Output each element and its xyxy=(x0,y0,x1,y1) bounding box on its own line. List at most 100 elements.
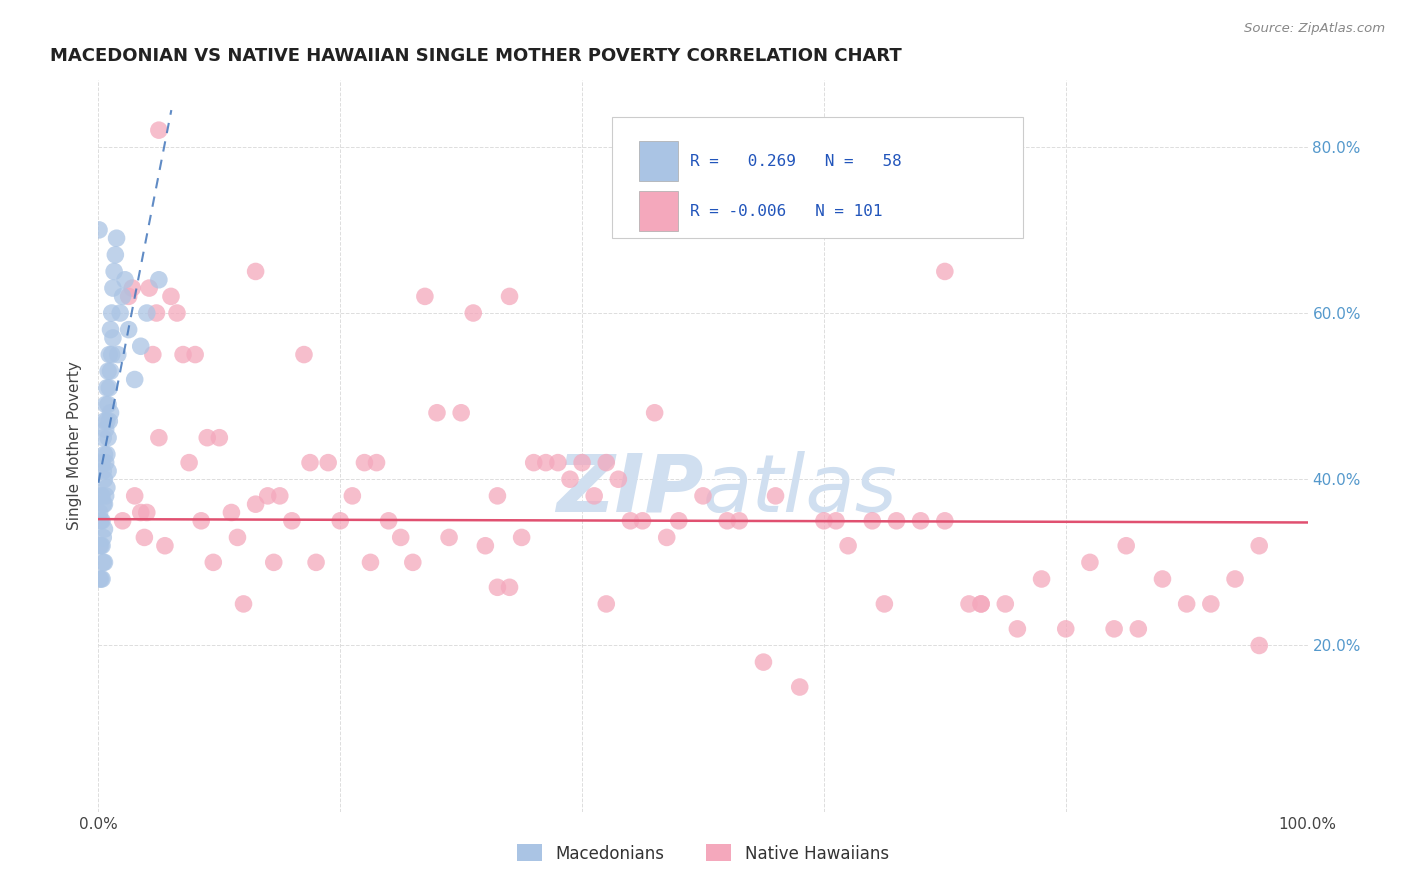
Native Hawaiians xyxy=(970,597,993,611)
Native Hawaiians xyxy=(329,514,352,528)
Native Hawaiians xyxy=(486,489,509,503)
Text: atlas: atlas xyxy=(703,450,898,529)
Native Hawaiians xyxy=(172,347,194,362)
Native Hawaiians xyxy=(142,347,165,362)
Native Hawaiians xyxy=(111,514,134,528)
Native Hawaiians xyxy=(534,456,557,470)
Native Hawaiians xyxy=(342,489,364,503)
Native Hawaiians xyxy=(366,456,388,470)
Native Hawaiians xyxy=(510,530,533,544)
Macedonians xyxy=(96,381,118,395)
Y-axis label: Single Mother Poverty: Single Mother Poverty xyxy=(67,361,83,531)
Macedonians xyxy=(129,339,152,353)
Macedonians xyxy=(94,456,117,470)
Native Hawaiians xyxy=(148,431,170,445)
Native Hawaiians xyxy=(752,655,775,669)
Macedonians xyxy=(97,397,120,411)
Native Hawaiians xyxy=(121,281,143,295)
Native Hawaiians xyxy=(360,555,382,569)
Macedonians xyxy=(94,422,117,436)
Native Hawaiians xyxy=(1031,572,1053,586)
Native Hawaiians xyxy=(263,555,285,569)
Macedonians xyxy=(100,364,122,378)
Native Hawaiians xyxy=(1175,597,1198,611)
Macedonians xyxy=(93,472,115,486)
Macedonians xyxy=(100,406,122,420)
Macedonians xyxy=(91,555,114,569)
Macedonians xyxy=(114,273,136,287)
Native Hawaiians xyxy=(486,580,509,594)
Macedonians xyxy=(135,306,157,320)
Native Hawaiians xyxy=(825,514,848,528)
Native Hawaiians xyxy=(184,347,207,362)
Native Hawaiians xyxy=(299,456,322,470)
Text: Source: ZipAtlas.com: Source: ZipAtlas.com xyxy=(1244,22,1385,36)
Macedonians xyxy=(93,522,115,536)
Macedonians xyxy=(89,572,111,586)
Native Hawaiians xyxy=(153,539,176,553)
Native Hawaiians xyxy=(1115,539,1137,553)
Native Hawaiians xyxy=(256,489,278,503)
Native Hawaiians xyxy=(728,514,751,528)
Native Hawaiians xyxy=(426,406,449,420)
FancyBboxPatch shape xyxy=(613,117,1024,237)
Native Hawaiians xyxy=(118,289,141,303)
Native Hawaiians xyxy=(437,530,460,544)
Macedonians xyxy=(101,331,124,345)
Macedonians xyxy=(91,464,114,478)
Native Hawaiians xyxy=(145,306,167,320)
FancyBboxPatch shape xyxy=(638,191,678,231)
Macedonians xyxy=(91,489,114,503)
Native Hawaiians xyxy=(389,530,412,544)
Native Hawaiians xyxy=(910,514,932,528)
Native Hawaiians xyxy=(353,456,375,470)
Native Hawaiians xyxy=(498,289,520,303)
Macedonians xyxy=(90,539,112,553)
Native Hawaiians xyxy=(190,514,212,528)
Native Hawaiians xyxy=(716,514,738,528)
Macedonians xyxy=(97,364,120,378)
Native Hawaiians xyxy=(377,514,399,528)
Native Hawaiians xyxy=(595,597,617,611)
Native Hawaiians xyxy=(463,306,485,320)
Macedonians xyxy=(124,372,146,386)
Native Hawaiians xyxy=(148,123,170,137)
Macedonians xyxy=(100,347,122,362)
Macedonians xyxy=(90,572,112,586)
Native Hawaiians xyxy=(134,530,156,544)
Native Hawaiians xyxy=(970,597,993,611)
Native Hawaiians xyxy=(269,489,291,503)
Native Hawaiians xyxy=(160,289,183,303)
Macedonians xyxy=(94,397,117,411)
Native Hawaiians xyxy=(1102,622,1125,636)
Macedonians xyxy=(91,572,114,586)
Macedonians xyxy=(94,489,117,503)
Native Hawaiians xyxy=(547,456,569,470)
Native Hawaiians xyxy=(1078,555,1101,569)
Native Hawaiians xyxy=(668,514,690,528)
Native Hawaiians xyxy=(789,680,811,694)
Native Hawaiians xyxy=(523,456,546,470)
Macedonians xyxy=(91,497,114,511)
Native Hawaiians xyxy=(450,406,472,420)
Text: R =   0.269   N =   58: R = 0.269 N = 58 xyxy=(690,153,901,169)
Native Hawaiians xyxy=(135,506,157,520)
Macedonians xyxy=(100,323,122,337)
Macedonians xyxy=(93,497,115,511)
Native Hawaiians xyxy=(221,506,243,520)
Native Hawaiians xyxy=(208,431,231,445)
Macedonians xyxy=(97,431,120,445)
Macedonians xyxy=(103,264,125,278)
Text: MACEDONIAN VS NATIVE HAWAIIAN SINGLE MOTHER POVERTY CORRELATION CHART: MACEDONIAN VS NATIVE HAWAIIAN SINGLE MOT… xyxy=(51,47,901,65)
Macedonians xyxy=(98,381,121,395)
Native Hawaiians xyxy=(1199,597,1222,611)
Native Hawaiians xyxy=(305,555,328,569)
Native Hawaiians xyxy=(837,539,859,553)
Native Hawaiians xyxy=(402,555,425,569)
Native Hawaiians xyxy=(571,456,593,470)
Macedonians xyxy=(90,489,112,503)
Native Hawaiians xyxy=(195,431,218,445)
Macedonians xyxy=(93,447,115,461)
Native Hawaiians xyxy=(886,514,908,528)
Macedonians xyxy=(105,231,128,245)
